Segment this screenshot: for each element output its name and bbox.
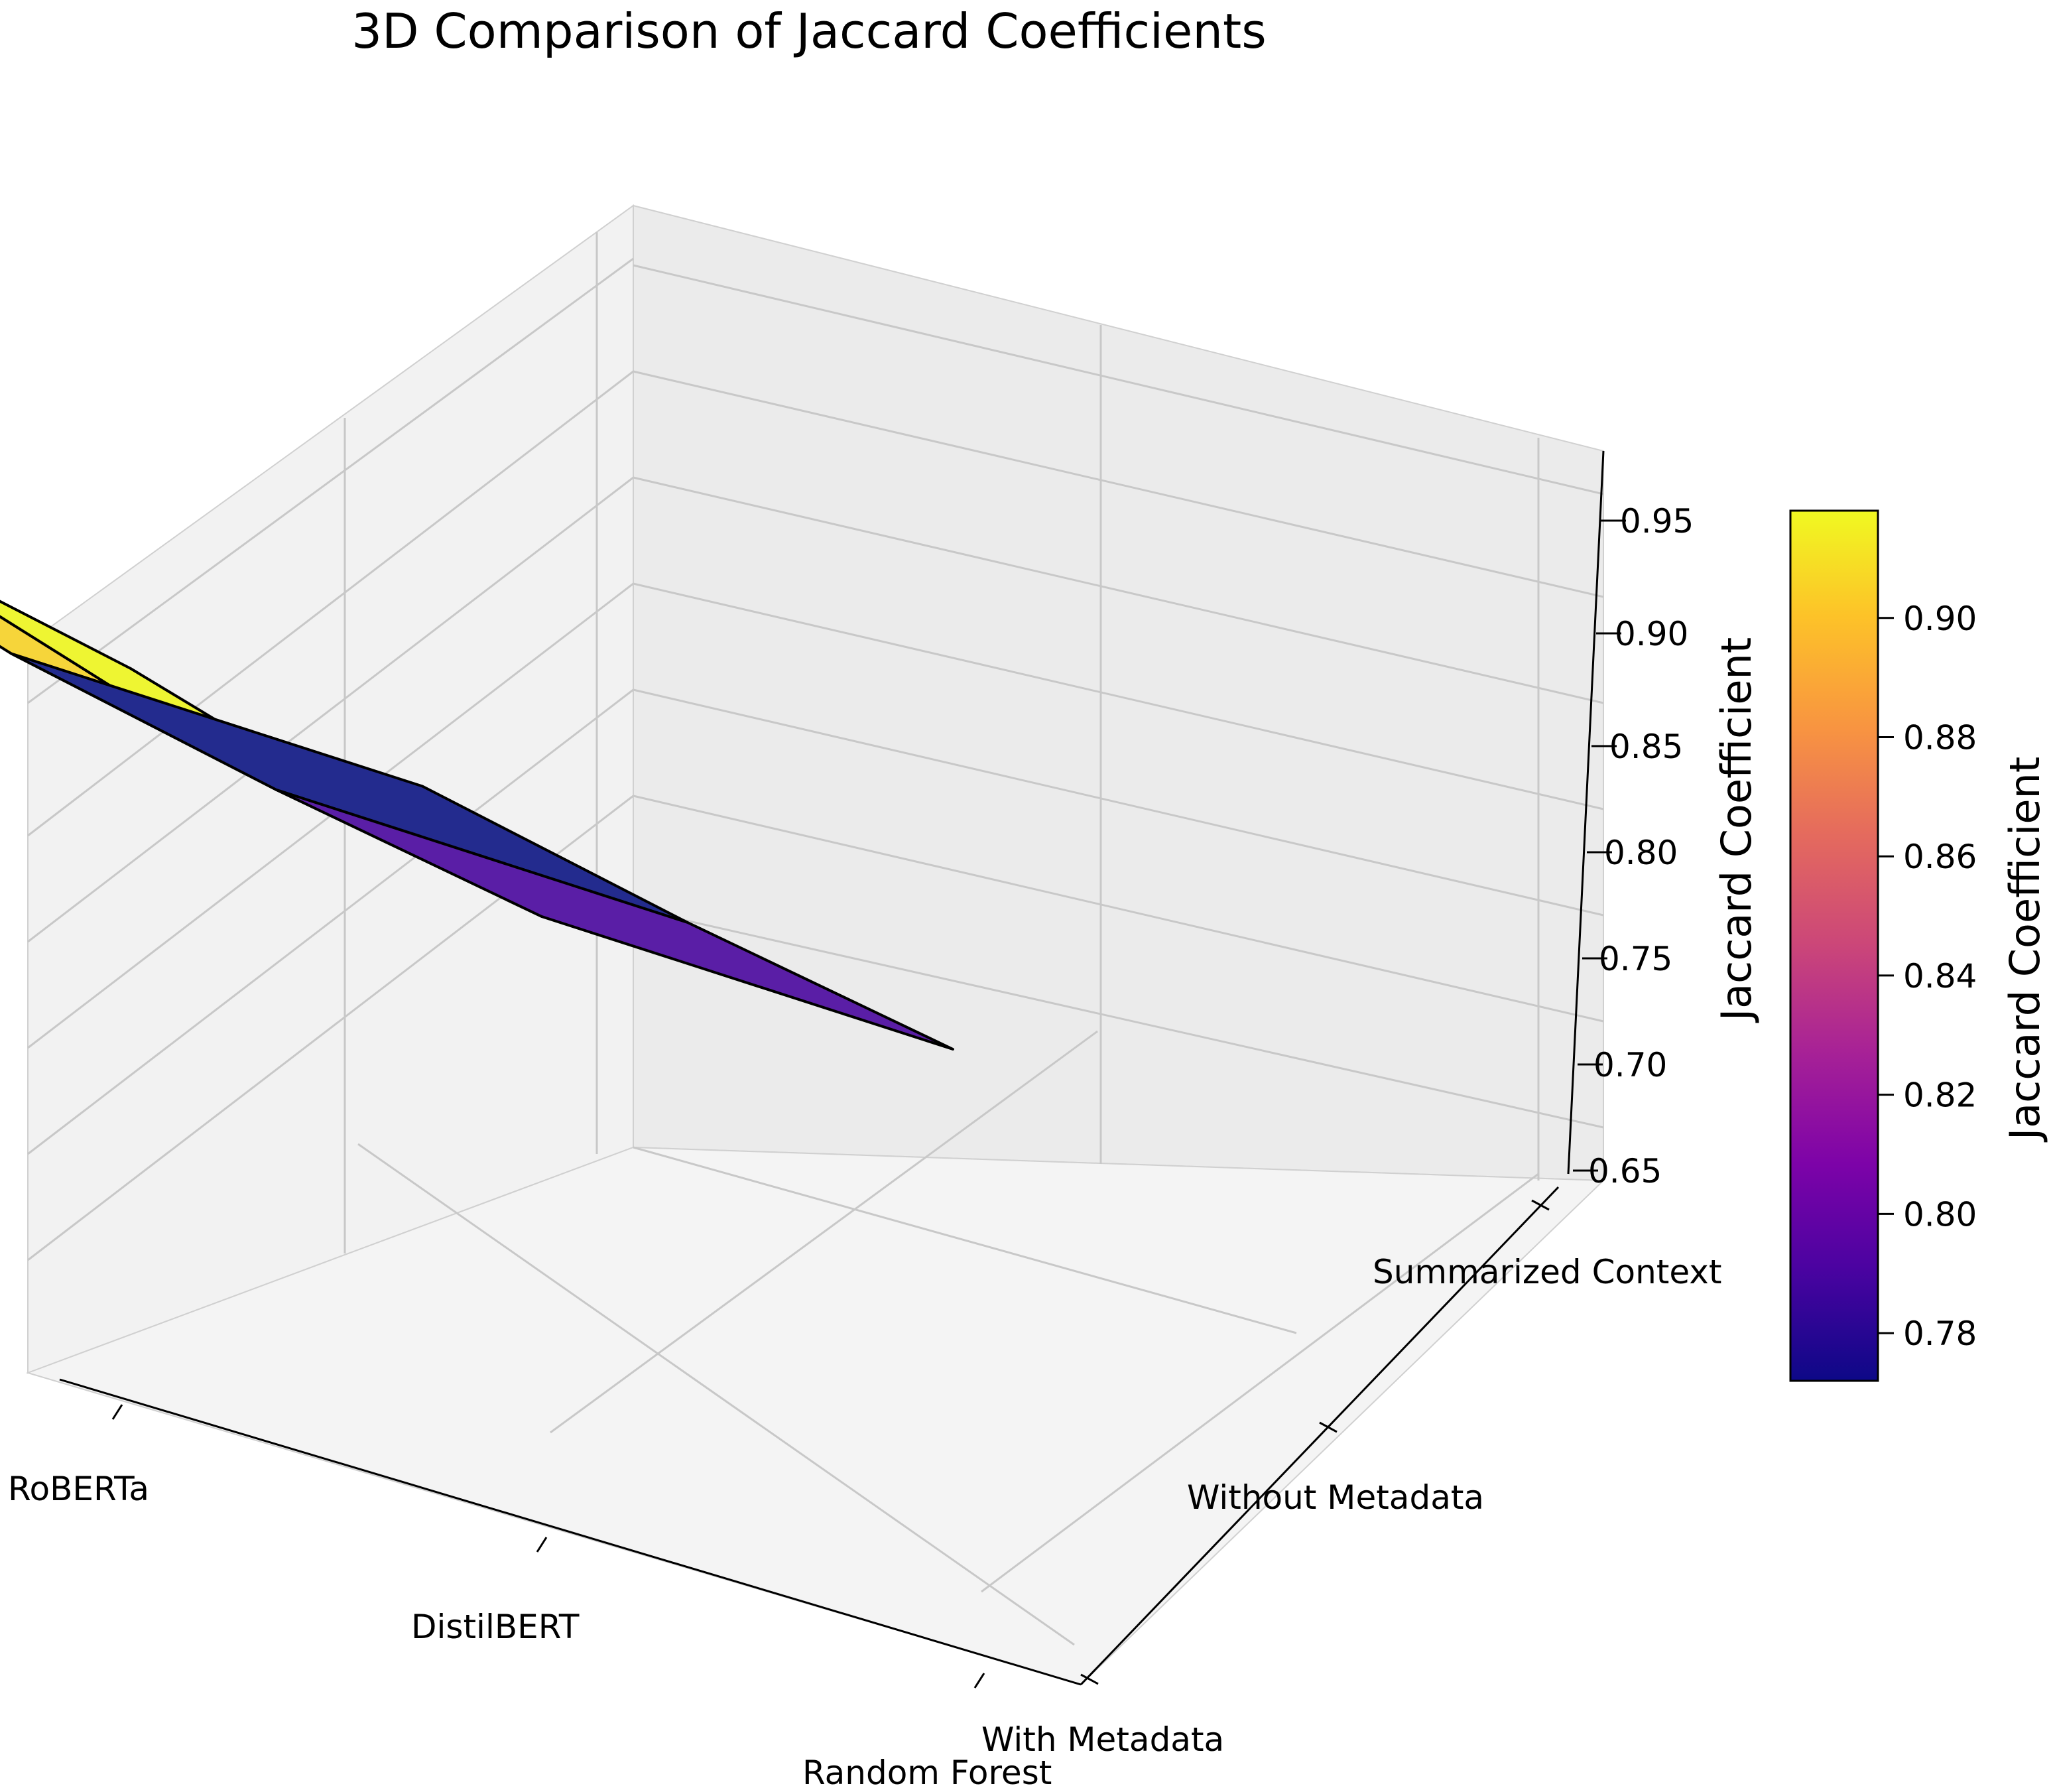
colorbar: 0.78 0.80 0.82 0.84 0.86 0.88 0.90 Jaccard Coe…	[1789, 509, 2049, 1382]
x-tick-mark	[973, 1673, 985, 1689]
colorbar-ticks: 0.78 0.80 0.82 0.84 0.86 0.88 0.90	[1878, 600, 1977, 1353]
colorbar-tick-label: 0.78	[1903, 1314, 1977, 1353]
x-tick-mark	[111, 1404, 123, 1420]
z-tick-label: 0.90	[1615, 615, 1688, 653]
surface-patch-1-0	[275, 789, 954, 1051]
y-category-label: Summarized Context	[1373, 1253, 1721, 1291]
colorbar-tick-label: 0.82	[1903, 1076, 1977, 1115]
z-tick-label: 0.95	[1620, 502, 1694, 541]
z-tick-label: 0.75	[1599, 940, 1672, 978]
grid-lines	[27, 232, 1604, 1646]
y-category-label: With Metadata	[981, 1720, 1224, 1759]
colorbar-gradient	[1789, 509, 1879, 1382]
y-tick-mark	[1319, 1421, 1338, 1433]
x-axis-labels: RoBERTa DistilBERT Random Forest	[8, 1404, 1052, 1792]
z-tick-label: 0.85	[1609, 728, 1683, 766]
z-tick-label: 0.65	[1588, 1152, 1662, 1190]
z-tick-label: 0.80	[1604, 834, 1678, 872]
x-category-label: DistilBERT	[411, 1608, 580, 1646]
back-pane	[633, 204, 1604, 1182]
z-axis-ticks: 0.65 0.70 0.75 0.80 0.85 0.90 0.95	[1573, 502, 1694, 1190]
z-axis-label: Jaccard Coefficient	[1712, 637, 1761, 1023]
z-axis-line	[1567, 450, 1605, 1175]
colorbar-tick-label: 0.88	[1903, 718, 1977, 757]
colorbar-tick-label: 0.86	[1903, 838, 1977, 876]
y-axis-line	[1080, 1186, 1560, 1686]
surface	[0, 600, 954, 1051]
z-tick-label: 0.70	[1593, 1046, 1667, 1084]
axis-lines	[59, 450, 1605, 1686]
x-tick-mark	[536, 1537, 548, 1553]
colorbar-tick-label: 0.80	[1903, 1195, 1977, 1234]
y-category-label: Without Metadata	[1187, 1478, 1484, 1517]
x-category-label: Random Forest	[802, 1754, 1052, 1792]
x-category-label: RoBERTa	[8, 1470, 149, 1508]
x-axis-line	[59, 1378, 1082, 1686]
y-tick-mark	[1531, 1199, 1550, 1211]
colorbar-label: Jaccard Coefficient	[2001, 757, 2049, 1143]
chart-title: 3D Comparison of Jaccard Coefficients	[351, 3, 1266, 59]
axes-panes	[25, 204, 1605, 1686]
y-axis-labels: With Metadata Without Metadata Summarized …	[981, 1199, 1721, 1759]
y-tick-mark	[1080, 1673, 1099, 1685]
colorbar-tick-label: 0.84	[1903, 957, 1977, 995]
colorbar-tick-label: 0.90	[1903, 600, 1977, 638]
